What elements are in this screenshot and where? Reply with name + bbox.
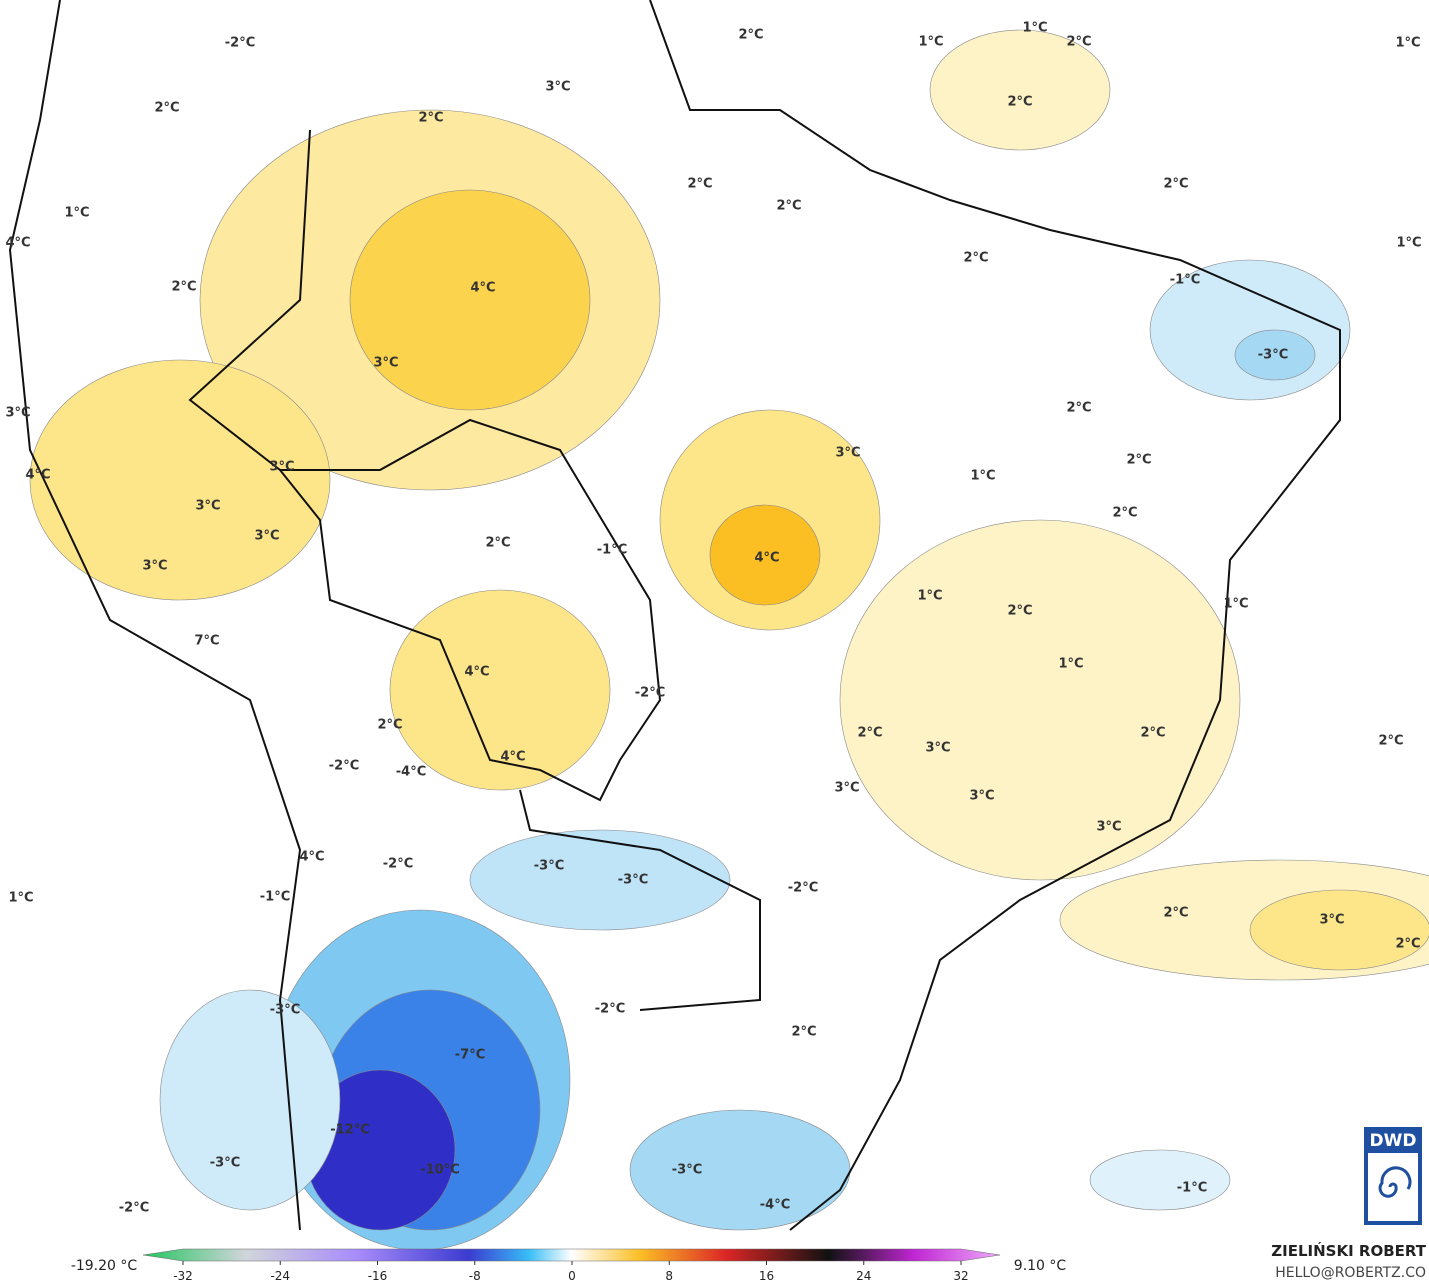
contour-label: 1°C xyxy=(917,589,942,604)
contour-label: 3°C xyxy=(269,460,294,475)
email: HELLO@ROBERTZ.CO xyxy=(1275,1265,1426,1281)
contour-label: -1°C xyxy=(1177,1181,1207,1196)
contour-label: -10°C xyxy=(420,1163,460,1178)
contour-label: 2°C xyxy=(1378,734,1403,749)
contour-label: -1°C xyxy=(597,543,627,558)
contour-label: 2°C xyxy=(1163,177,1188,192)
contour-label: 4°C xyxy=(754,551,779,566)
contour-label: 4°C xyxy=(500,750,525,765)
contour-label: 2°C xyxy=(1140,726,1165,741)
contour-label: 1°C xyxy=(1395,36,1420,51)
dwd-logo: DWD xyxy=(1364,1127,1422,1225)
colorbar-tick-label: -16 xyxy=(368,1269,388,1283)
contour-label: 2°C xyxy=(687,177,712,192)
contour-label: 2°C xyxy=(1066,35,1091,50)
contour-label: 7°C xyxy=(194,634,219,649)
contour-label: 3°C xyxy=(925,741,950,756)
contour-label: 1°C xyxy=(1022,21,1047,36)
colorbar-tick-label: 24 xyxy=(856,1269,871,1283)
contour-label: 1°C xyxy=(8,891,33,906)
contour-label: -1°C xyxy=(1170,273,1200,288)
colorbar-tick-label: 0 xyxy=(568,1269,576,1283)
colorbar-min: -19.20 °C xyxy=(71,1258,138,1274)
contour-label: 3°C xyxy=(5,406,30,421)
contour-label: -3°C xyxy=(618,873,648,888)
colorbar-tick-label: -24 xyxy=(270,1269,290,1283)
contour-label: 2°C xyxy=(154,101,179,116)
colorbar-tick-label: 8 xyxy=(665,1269,673,1283)
colorbar-tick-label: -8 xyxy=(469,1269,481,1283)
contour-label: 1°C xyxy=(970,469,995,484)
contour-label: 3°C xyxy=(969,789,994,804)
contour-label: 4°C xyxy=(25,468,50,483)
contour-label: -2°C xyxy=(635,686,665,701)
colorbar-max: 9.10 °C xyxy=(1014,1258,1067,1274)
contour-label: 2°C xyxy=(857,726,882,741)
contour-label: 3°C xyxy=(373,356,398,371)
contour-label: 2°C xyxy=(171,280,196,295)
temperature-field xyxy=(29,29,1429,1251)
contour-label: -1°C xyxy=(260,890,290,905)
contour-label: 3°C xyxy=(1319,913,1344,928)
contour-label: 2°C xyxy=(738,28,763,43)
contour-label: 2°C xyxy=(1163,906,1188,921)
contour-label: -7°C xyxy=(455,1048,485,1063)
colorbar-tick-label: 32 xyxy=(953,1269,968,1283)
contour-label: 2°C xyxy=(963,251,988,266)
contour-label: -2°C xyxy=(225,36,255,51)
contour-label: -2°C xyxy=(595,1002,625,1017)
colorbar-tick-label: 16 xyxy=(759,1269,774,1283)
borders xyxy=(8,0,1341,1231)
contour-label: -3°C xyxy=(534,859,564,874)
contour-label: 3°C xyxy=(545,80,570,95)
contour-label: 4°C xyxy=(464,665,489,680)
contour-label: 2°C xyxy=(418,111,443,126)
contour-label: 3°C xyxy=(1096,820,1121,835)
contour-label: 2°C xyxy=(1395,937,1420,952)
colorbar-tick-label: -32 xyxy=(173,1269,193,1283)
contour-label: -3°C xyxy=(672,1163,702,1178)
contour-label: -3°C xyxy=(210,1156,240,1171)
contour-label: 3°C xyxy=(142,559,167,574)
contour-label: 4°C xyxy=(470,281,495,296)
contour-label: 2°C xyxy=(377,718,402,733)
contour-label: -12°C xyxy=(330,1123,370,1138)
contour-label: 4°C xyxy=(5,236,30,251)
contour-label: 4°C xyxy=(299,850,324,865)
contour-label: 3°C xyxy=(835,446,860,461)
contour-label: 2°C xyxy=(1066,401,1091,416)
contour-label: 1°C xyxy=(918,35,943,50)
contour-label: -4°C xyxy=(396,765,426,780)
contour-label: -2°C xyxy=(119,1201,149,1216)
contour-label: -4°C xyxy=(760,1198,790,1213)
author: ZIELIŃSKI ROBERT xyxy=(1271,1241,1426,1260)
contour-label: -2°C xyxy=(788,881,818,896)
contour-label: 2°C xyxy=(791,1025,816,1040)
contour-label: 2°C xyxy=(776,199,801,214)
contour-label: -3°C xyxy=(1258,348,1288,363)
contour-label: 1°C xyxy=(1223,597,1248,612)
contour-label: 2°C xyxy=(1007,604,1032,619)
contour-label: 1°C xyxy=(1058,657,1083,672)
contour-label: -2°C xyxy=(329,759,359,774)
contour-label: 1°C xyxy=(64,206,89,221)
contour-label: 2°C xyxy=(485,536,510,551)
colorbar: -32 -24 -16 -8 0 8 16 24 32 xyxy=(142,1248,1001,1283)
logo-text: DWD xyxy=(1370,1131,1417,1151)
contour-label: 3°C xyxy=(254,529,279,544)
contour-label: 2°C xyxy=(1112,506,1137,521)
contour-label: 2°C xyxy=(1126,453,1151,468)
contour-label: 3°C xyxy=(834,781,859,796)
contour-label: 3°C xyxy=(195,499,220,514)
contour-label: -3°C xyxy=(270,1003,300,1018)
contour-label: 1°C xyxy=(1396,236,1421,251)
contour-label: -2°C xyxy=(383,857,413,872)
colorbar-bar xyxy=(142,1248,1001,1262)
contour-labels: -2°C 2°C 1°C 4°C 2°C 3°C 4°C 3°C 3°C 3°C 3°C 7°C 2°C… xyxy=(5,21,1421,1216)
contour-label: 2°C xyxy=(1007,95,1032,110)
